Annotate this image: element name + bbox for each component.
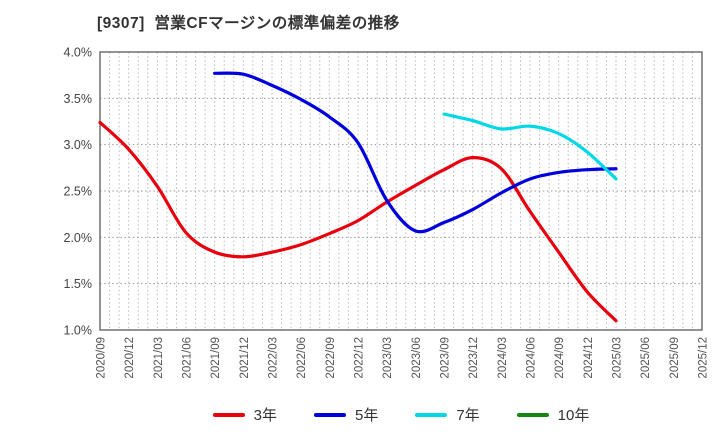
x-axis-label: 2020/09 — [96, 337, 108, 379]
legend-item-0: 3年 — [212, 406, 277, 424]
x-axis-label: 2021/09 — [210, 337, 222, 379]
series-line-0 — [98, 120, 618, 323]
x-axis-label: 2021/06 — [182, 337, 194, 379]
x-axis-label: 2022/03 — [268, 337, 280, 379]
legend-item-2: 7年 — [415, 406, 480, 424]
x-axis-label: 2024/12 — [583, 337, 595, 379]
legend-swatch-0 — [212, 413, 245, 417]
x-axis-label: 2023/06 — [411, 337, 423, 379]
x-axis-label: 2025/06 — [640, 337, 652, 379]
series-lines — [98, 71, 618, 323]
series-line-1 — [213, 71, 618, 234]
x-axis-label: 2020/12 — [124, 337, 136, 379]
legend-item-1: 5年 — [313, 406, 379, 424]
x-axis-label: 2025/03 — [612, 337, 624, 379]
y-axis-label: 1.5% — [64, 277, 93, 291]
legend-swatch-1 — [313, 413, 346, 417]
y-axis: 4.0% 3.5% 3.0% 2.5% 2.0% 1.5% 1.0% — [64, 46, 93, 338]
gridlines-horizontal — [100, 97, 702, 285]
legend-label-0: 3年 — [253, 406, 277, 424]
y-axis-label: 1.0% — [64, 324, 93, 338]
legend-label-2: 7年 — [456, 406, 480, 424]
axis-border — [99, 51, 703, 331]
series-line-2 — [442, 112, 618, 181]
y-axis-label: 3.0% — [64, 138, 93, 152]
x-axis-label: 2023/03 — [382, 337, 394, 379]
x-axis-label: 2022/09 — [325, 337, 337, 379]
x-axis-label: 2021/12 — [239, 337, 251, 379]
x-axis: 2020/09 2020/12 2021/03 2021/06 2021/09 2021/… — [96, 337, 710, 379]
x-axis-label: 2022/12 — [354, 337, 366, 379]
x-axis-label: 2021/03 — [153, 337, 165, 379]
x-axis-label: 2024/03 — [497, 337, 509, 379]
x-axis-label: 2022/06 — [296, 337, 308, 379]
legend-item-3: 10年 — [516, 406, 590, 424]
y-axis-label: 2.5% — [64, 185, 93, 199]
legend-label-1: 5年 — [354, 406, 379, 424]
x-axis-label: 2023/09 — [440, 337, 452, 379]
y-axis-label: 3.5% — [64, 92, 93, 106]
legend-swatch-3 — [516, 413, 549, 417]
chart-legend: 3年 5年 7年 10年 — [100, 402, 702, 428]
legend-swatch-2 — [415, 413, 448, 417]
y-axis-label: 2.0% — [64, 231, 93, 245]
x-axis-label: 2024/06 — [526, 337, 538, 379]
y-axis-label: 4.0% — [64, 46, 93, 60]
x-axis-label: 2025/09 — [669, 337, 681, 379]
x-axis-label: 2023/12 — [468, 337, 480, 379]
chart-title: [9307] 営業CFマージンの標準偏差の推移 — [97, 15, 400, 32]
legend-label-3: 10年 — [557, 406, 590, 424]
x-axis-label: 2025/12 — [698, 337, 710, 379]
x-axis-label: 2024/09 — [554, 337, 566, 379]
